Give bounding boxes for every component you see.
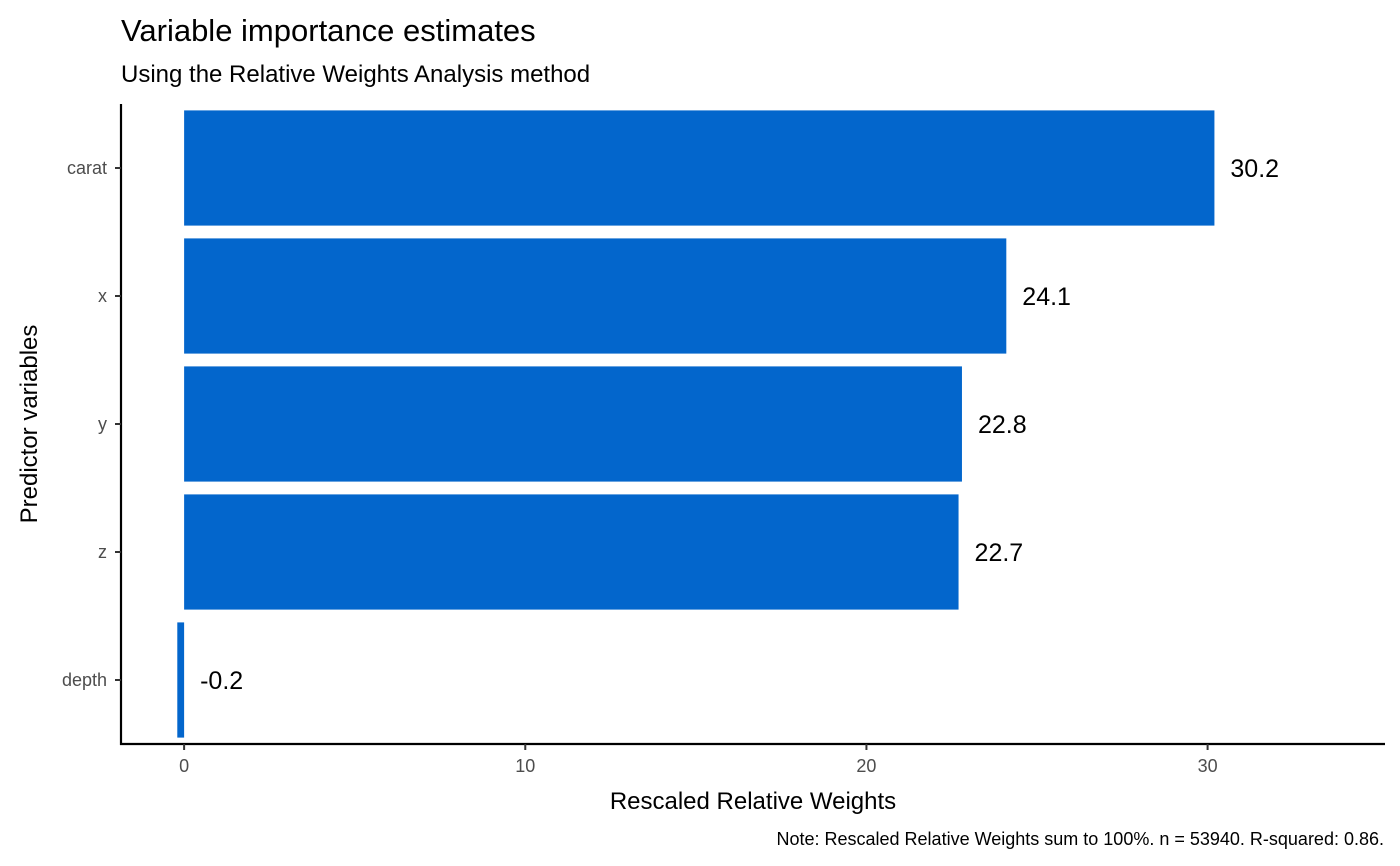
y-tick-label-depth: depth xyxy=(62,670,107,690)
x-tick-label-0: 0 xyxy=(179,756,189,776)
x-axis-ticks: 0 10 20 30 xyxy=(179,744,1218,776)
bar-depth xyxy=(177,622,185,738)
bar-y xyxy=(184,366,962,482)
bar-carat xyxy=(184,110,1215,226)
y-axis-ticks: carat x y z depth xyxy=(62,158,121,690)
data-labels-group: 30.2 24.1 22.8 22.7 -0.2 xyxy=(200,155,1279,695)
y-tick-label-y: y xyxy=(98,414,107,434)
data-label-carat: 30.2 xyxy=(1230,155,1279,183)
chart-caption: Note: Rescaled Relative Weights sum to 1… xyxy=(776,829,1384,849)
x-tick-label-30: 30 xyxy=(1198,756,1218,776)
y-tick-label-carat: carat xyxy=(67,158,107,178)
data-label-depth: -0.2 xyxy=(200,667,243,695)
x-axis-title: Rescaled Relative Weights xyxy=(610,788,896,815)
chart-subtitle: Using the Relative Weights Analysis meth… xyxy=(121,61,590,88)
data-label-z: 22.7 xyxy=(975,539,1024,567)
bars-group xyxy=(177,110,1215,738)
y-tick-label-z: z xyxy=(98,542,107,562)
x-tick-label-20: 20 xyxy=(856,756,876,776)
chart-title: Variable importance estimates xyxy=(121,13,536,48)
data-label-x: 24.1 xyxy=(1022,283,1071,311)
bar-x xyxy=(184,238,1007,354)
y-axis-title: Predictor variables xyxy=(16,325,43,524)
data-label-y: 22.8 xyxy=(978,411,1027,439)
x-tick-label-10: 10 xyxy=(515,756,535,776)
y-tick-label-x: x xyxy=(98,286,107,306)
bar-z xyxy=(184,494,959,610)
